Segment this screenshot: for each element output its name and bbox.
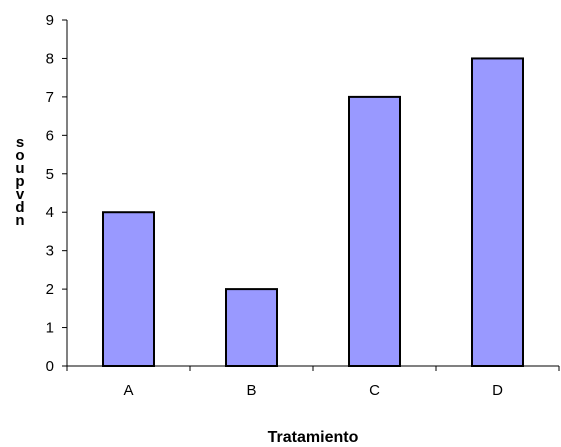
x-tick-label: C — [369, 382, 380, 399]
y-tick-label: 7 — [46, 89, 54, 106]
y-tick-label: 9 — [46, 12, 54, 29]
bars-group — [102, 57, 524, 367]
y-axis-title-glyph: o — [15, 147, 24, 164]
bar-B — [225, 288, 278, 367]
x-tick-label: D — [492, 382, 503, 399]
y-tick-label: 0 — [46, 358, 54, 375]
bar-D — [471, 57, 524, 367]
x-tick-label: A — [123, 382, 133, 399]
x-axis-ticks: A B C D — [66, 366, 560, 399]
x-axis-title: Tratamiento — [268, 429, 359, 446]
y-axis-title-glyph: d — [15, 199, 24, 216]
y-tick-label: 1 — [46, 320, 54, 337]
bar-A — [102, 211, 155, 367]
y-tick-label: 6 — [46, 127, 54, 144]
y-axis-ticks: 0 1 2 3 4 5 6 7 8 9 — [46, 12, 67, 375]
y-tick-label: 8 — [46, 50, 54, 67]
y-axis-title-glyph: n — [15, 212, 24, 229]
y-tick-label: 3 — [46, 243, 54, 260]
bar-C — [348, 95, 401, 367]
y-tick-label: 4 — [46, 204, 54, 221]
y-axis-title-glyph: s — [16, 134, 24, 151]
y-axis-title-glyph: u — [15, 160, 24, 177]
y-axis-title-glyph: v — [16, 186, 25, 203]
y-tick-label: 2 — [46, 281, 54, 298]
x-tick-label: B — [246, 382, 256, 399]
y-tick-label: 5 — [46, 166, 54, 183]
y-axis-title-glyph: p — [15, 173, 24, 190]
